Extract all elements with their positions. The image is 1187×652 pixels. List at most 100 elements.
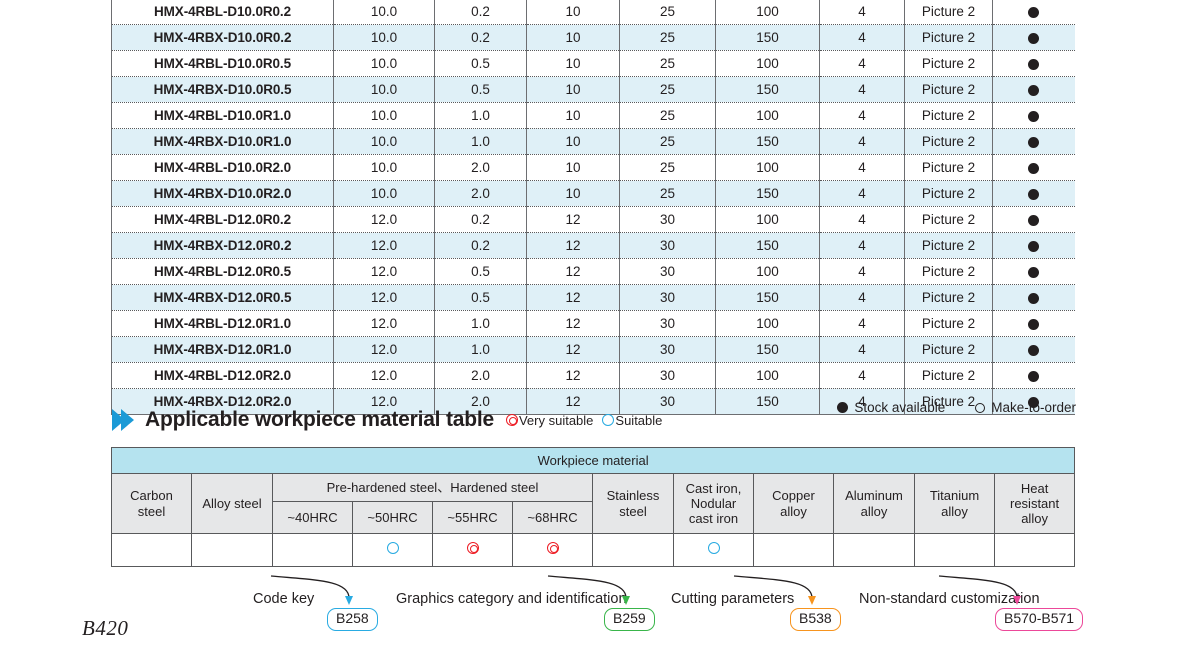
legend-make-to-order: Make-to-order bbox=[975, 400, 1076, 415]
single-ring-icon bbox=[707, 542, 720, 555]
cell-r: 1.0 bbox=[434, 128, 527, 155]
cell-d2: 10 bbox=[526, 50, 620, 77]
cell-l1: 30 bbox=[619, 232, 716, 259]
cell-l1: 25 bbox=[619, 0, 716, 25]
header-aluminum-alloy: Aluminum alloy bbox=[833, 473, 915, 534]
cell-l1: 25 bbox=[619, 24, 716, 51]
rating-aluminum-alloy bbox=[833, 533, 915, 567]
cell-flutes: 4 bbox=[819, 154, 905, 181]
cell-picture: Picture 2 bbox=[904, 258, 993, 285]
filled-circle-icon bbox=[1028, 162, 1040, 174]
legend-very-suitable-label: Very suitable bbox=[518, 412, 594, 428]
open-circle-icon bbox=[975, 402, 986, 413]
curved-arrow-icon bbox=[270, 575, 353, 605]
cell-stock bbox=[992, 50, 1075, 77]
cell-flutes: 4 bbox=[819, 362, 905, 389]
header-cast-iron-label: Cast iron, Nodular cast iron bbox=[685, 480, 742, 527]
filled-circle-icon bbox=[1028, 214, 1040, 226]
cell-d2: 12 bbox=[526, 258, 620, 285]
legend-stock-available: Stock available bbox=[837, 400, 945, 415]
cell-r: 1.0 bbox=[434, 336, 527, 363]
header-titanium-alloy: Titanium alloy bbox=[914, 473, 995, 534]
cell-d2: 10 bbox=[526, 128, 620, 155]
cell-d2: 12 bbox=[526, 232, 620, 259]
cell-l1: 30 bbox=[619, 336, 716, 363]
cell-picture: Picture 2 bbox=[904, 154, 993, 181]
reference-link-label: Graphics category and identification bbox=[396, 591, 627, 607]
reference-page-badge[interactable]: B538 bbox=[790, 608, 841, 631]
cell-r: 2.0 bbox=[434, 180, 527, 207]
cell-r: 0.5 bbox=[434, 50, 527, 77]
cell-code: HMX-4RBX-D10.0R2.0 bbox=[111, 180, 334, 207]
cell-r: 0.5 bbox=[434, 76, 527, 103]
cell-d1: 12.0 bbox=[333, 232, 435, 259]
rating-heat-resistant-alloy bbox=[993, 533, 1076, 567]
cell-l2: 150 bbox=[715, 232, 820, 259]
cell-l2: 150 bbox=[715, 388, 820, 415]
cell-l2: 100 bbox=[715, 154, 820, 181]
cell-picture: Picture 2 bbox=[904, 336, 993, 363]
cell-d1: 10.0 bbox=[333, 24, 435, 51]
single-ring-icon bbox=[386, 542, 399, 555]
cell-r: 2.0 bbox=[434, 388, 527, 415]
cell-d1: 10.0 bbox=[333, 180, 435, 207]
cell-d2: 12 bbox=[526, 310, 620, 337]
cell-l1: 25 bbox=[619, 76, 716, 103]
cell-l2: 100 bbox=[715, 0, 820, 25]
cell-l1: 30 bbox=[619, 362, 716, 389]
table-row: HMX-4RBX-D10.0R0.5 10.0 0.5 10 25 150 4 Picture… bbox=[111, 76, 1075, 103]
rating-cast-iron bbox=[673, 533, 754, 567]
legend-stock-available-label: Stock available bbox=[854, 400, 946, 415]
double-ring-icon bbox=[466, 542, 479, 555]
material-header-row-1: Carbon steel Alloy steel Pre-hardened ste… bbox=[111, 473, 1076, 534]
cell-d1: 12.0 bbox=[333, 388, 435, 415]
table-row: HMX-4RBX-D10.0R2.0 10.0 2.0 10 25 150 4 Picture… bbox=[111, 180, 1075, 207]
legend-very-suitable: Very suitable bbox=[505, 412, 594, 428]
cell-r: 1.0 bbox=[434, 310, 527, 337]
double-chevron-right-icon bbox=[112, 409, 134, 431]
cell-stock bbox=[992, 24, 1075, 51]
cell-code: HMX-4RBX-D12.0R2.0 bbox=[111, 388, 334, 415]
cell-l1: 30 bbox=[619, 206, 716, 233]
cell-l1: 30 bbox=[619, 284, 716, 311]
filled-circle-icon bbox=[1028, 32, 1040, 44]
cell-l2: 100 bbox=[715, 50, 820, 77]
cell-stock bbox=[992, 76, 1075, 103]
cell-code: HMX-4RBL-D12.0R1.0 bbox=[111, 310, 334, 337]
header-carbon-steel-label: Carbon steel bbox=[130, 488, 173, 519]
cell-code: HMX-4RBX-D12.0R0.5 bbox=[111, 284, 334, 311]
header-copper-alloy-label: Copper alloy bbox=[772, 488, 815, 519]
filled-circle-icon bbox=[1028, 240, 1040, 252]
cell-l2: 150 bbox=[715, 24, 820, 51]
cell-l2: 100 bbox=[715, 102, 820, 129]
cell-picture: Picture 2 bbox=[904, 232, 993, 259]
reference-page-badge[interactable]: B259 bbox=[604, 608, 655, 631]
cell-d1: 10.0 bbox=[333, 154, 435, 181]
workpiece-material-table: Workpiece material Carbon steel Alloy ste… bbox=[110, 447, 1076, 567]
section-heading: Applicable workpiece material table Very… bbox=[112, 408, 662, 432]
filled-circle-icon bbox=[1028, 344, 1040, 356]
table-row: HMX-4RBL-D12.0R0.5 12.0 0.5 12 30 100 4 Picture… bbox=[111, 258, 1075, 285]
cell-d2: 12 bbox=[526, 206, 620, 233]
cell-picture: Picture 2 bbox=[904, 50, 993, 77]
table-row: HMX-4RBX-D10.0R0.2 10.0 0.2 10 25 150 4 Picture… bbox=[111, 24, 1075, 51]
filled-circle-icon bbox=[1028, 396, 1040, 408]
legend-suitable: Suitable bbox=[602, 413, 662, 428]
rating-copper-alloy bbox=[753, 533, 834, 567]
filled-circle-icon bbox=[1028, 370, 1040, 382]
cell-l1: 25 bbox=[619, 180, 716, 207]
cell-l2: 150 bbox=[715, 128, 820, 155]
cell-stock bbox=[992, 206, 1075, 233]
single-ring-icon bbox=[602, 414, 615, 426]
cell-code: HMX-4RBL-D10.0R2.0 bbox=[111, 154, 334, 181]
reference-page-badge[interactable]: B258 bbox=[327, 608, 378, 631]
cell-flutes: 4 bbox=[819, 128, 905, 155]
table-row: HMX-4RBL-D12.0R2.0 12.0 2.0 12 30 100 4 Picture… bbox=[111, 362, 1075, 389]
reference-page-badge[interactable]: B570-B571 bbox=[995, 608, 1084, 631]
rating-stainless-steel bbox=[592, 533, 674, 567]
product-specifications-table: HMX-4RBL-D10.0R0.2 10.0 0.2 10 25 100 4 Picture… bbox=[111, 0, 1075, 415]
header-heat-resistant-alloy-label: Heat resistant alloy bbox=[1010, 480, 1060, 527]
cell-d2: 10 bbox=[526, 102, 620, 129]
cell-d2: 12 bbox=[526, 388, 620, 415]
cell-picture: Picture 2 bbox=[904, 24, 993, 51]
